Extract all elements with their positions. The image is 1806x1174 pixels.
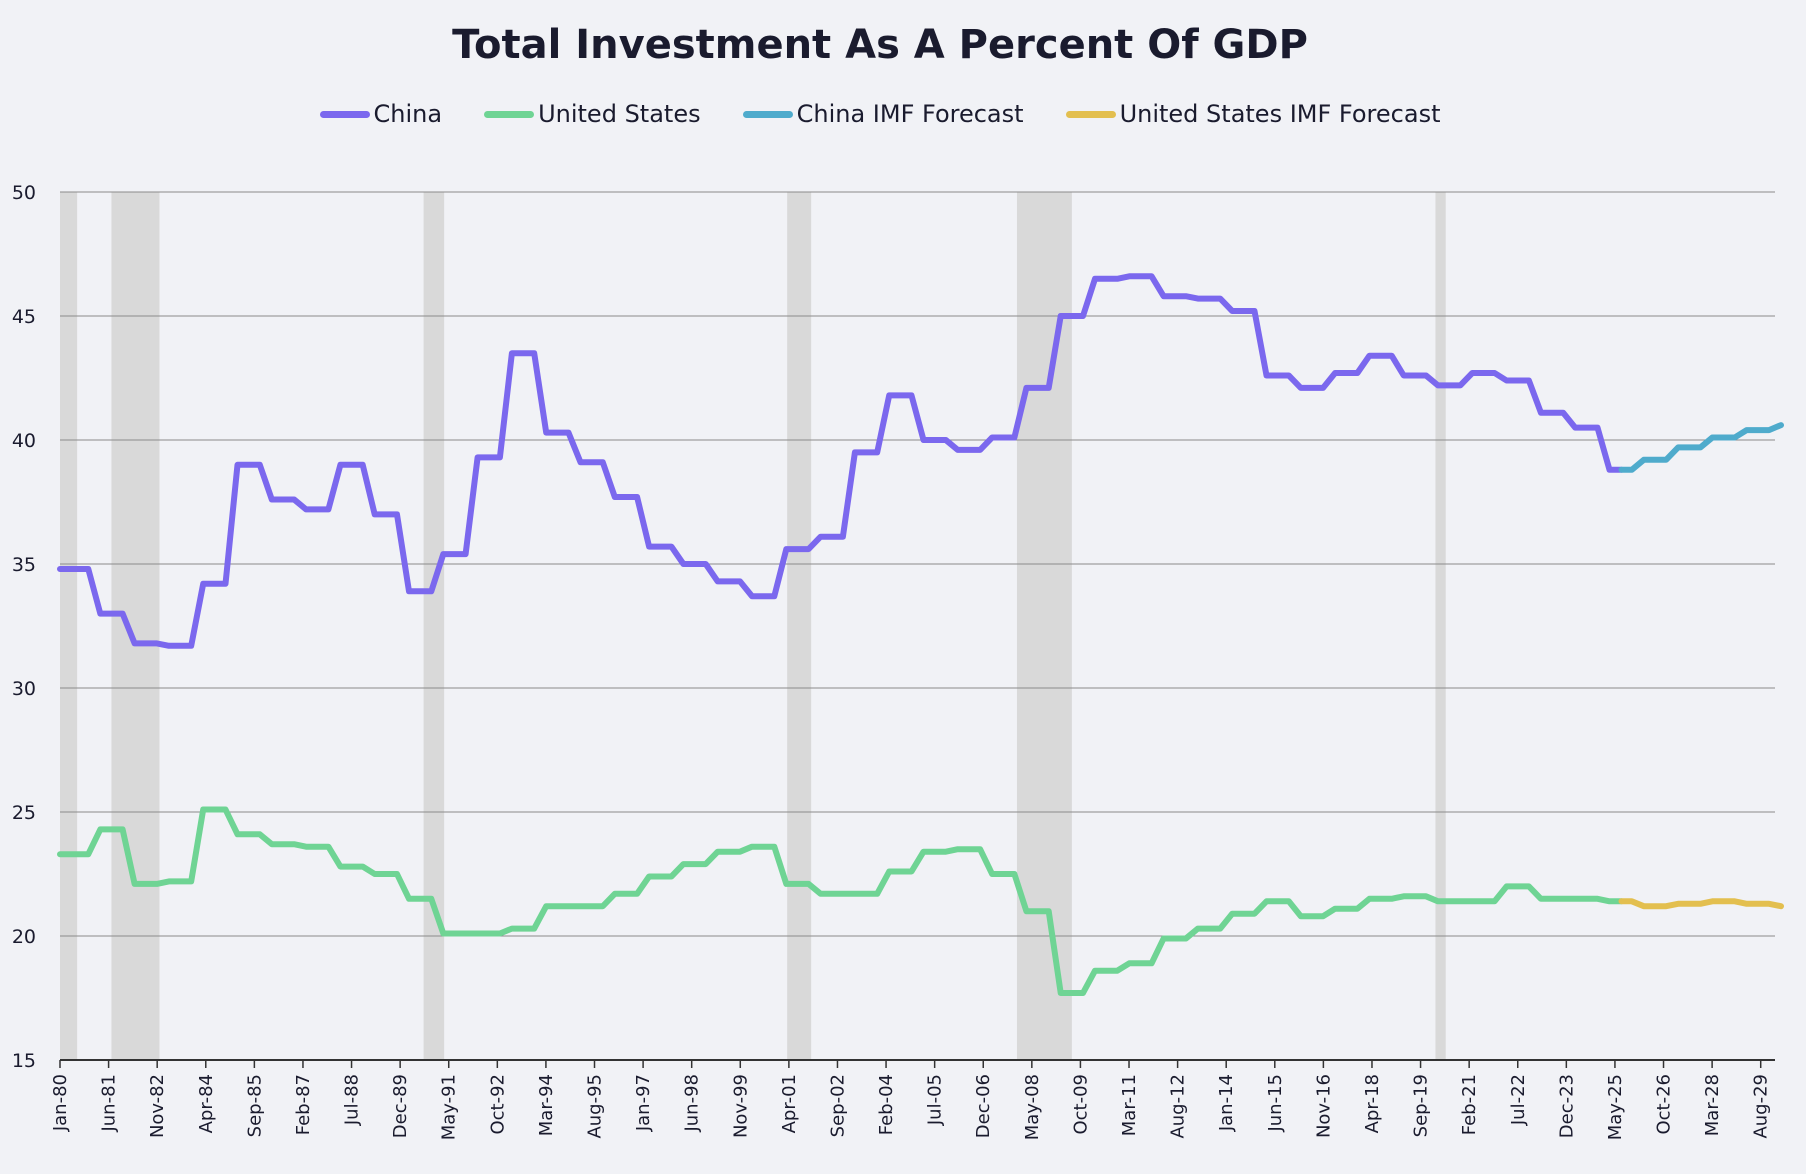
x-tick-label: Jul-22 [1508, 1074, 1529, 1126]
series-line-china-imf-forecast [1618, 422, 1784, 473]
axes: 15 20 25 30 35 40 45 50 Jan-80 Jun-81 Nov-82 Apr-84… [12, 182, 1775, 1140]
x-tick-label: Apr-18 [1362, 1074, 1383, 1133]
y-tick-label: 50 [12, 182, 36, 204]
legend-item-united-states[interactable]: United States [484, 100, 701, 128]
legend-swatch-united-states-imf-forecast [1065, 110, 1116, 118]
legend-label-china-imf-forecast: China IMF Forecast [796, 100, 1024, 128]
y-tick-label: 15 [12, 1050, 36, 1072]
legend-label-china: China [373, 100, 443, 128]
x-tick-label: Sep-02 [828, 1074, 849, 1137]
legend-label-united-states: United States [538, 100, 701, 128]
x-tick-label: Nov-99 [730, 1074, 751, 1138]
x-tick-label: Jul-05 [925, 1074, 946, 1126]
x-tick-label: Jun-98 [682, 1074, 703, 1133]
recession-band-1 [111, 192, 160, 1060]
y-tick-label: 45 [12, 306, 36, 328]
legend-label-united-states-imf-forecast: United States IMF Forecast [1119, 100, 1441, 128]
x-tick-label: Feb-87 [293, 1074, 314, 1135]
legend: China United States China IMF Forecast U… [0, 100, 1760, 128]
x-tick-label: Aug-29 [1751, 1074, 1772, 1139]
recession-band-4 [1016, 192, 1072, 1060]
x-tick-label: Sep-19 [1411, 1074, 1432, 1137]
recession-band-5 [1435, 192, 1446, 1060]
x-tick-label: Sep-85 [244, 1074, 265, 1137]
x-tick-label: Mar-94 [536, 1074, 557, 1136]
y-tick-label: 25 [12, 802, 36, 824]
x-tick-label: Feb-04 [876, 1074, 897, 1135]
series-line-united-states-imf-forecast [1618, 898, 1784, 910]
x-tick-label: Jan-97 [633, 1074, 654, 1132]
y-tick-label: 35 [12, 554, 36, 576]
y-tick-label: 40 [12, 430, 36, 452]
x-tick-label: Apr-84 [196, 1074, 217, 1133]
x-tick-label: Mar-28 [1702, 1074, 1723, 1136]
x-tick-label: Oct-92 [487, 1074, 508, 1135]
x-tick-label: Aug-12 [1168, 1074, 1189, 1139]
legend-item-united-states-imf-forecast[interactable]: United States IMF Forecast [1065, 100, 1441, 128]
x-tick-label: Jan-14 [1216, 1074, 1237, 1132]
x-tick-label: Jul-88 [342, 1074, 363, 1126]
series-line-china [57, 273, 1625, 649]
y-tick-label: 20 [12, 926, 36, 948]
legend-item-china[interactable]: China [319, 100, 443, 128]
x-tick-label: Dec-89 [390, 1074, 411, 1138]
gridlines [60, 191, 1775, 937]
x-tick-label: May-91 [439, 1074, 460, 1140]
chart-title: Total Investment As A Percent Of GDP [452, 22, 1308, 68]
y-tick-label: 30 [12, 678, 36, 700]
legend-item-china-imf-forecast[interactable]: China IMF Forecast [742, 100, 1024, 128]
x-tick-label: Dec-23 [1556, 1074, 1577, 1138]
x-tick-label: Jan-80 [50, 1074, 71, 1132]
x-tick-label: May-25 [1605, 1074, 1626, 1140]
x-tick-label: Apr-01 [779, 1074, 800, 1133]
x-tick-label: Feb-21 [1459, 1074, 1480, 1135]
x-tick-label: Nov-82 [147, 1074, 168, 1138]
x-tick-label: Nov-16 [1313, 1074, 1334, 1138]
x-tick-label: Oct-26 [1654, 1074, 1675, 1135]
series-lines [57, 273, 1784, 996]
series-line-united-states [57, 806, 1625, 996]
x-tick-label: Oct-09 [1070, 1074, 1091, 1135]
legend-swatch-china-imf-forecast [742, 110, 793, 118]
legend-swatch-china [319, 110, 370, 118]
recession-band-2 [423, 192, 445, 1060]
legend-swatch-united-states [484, 110, 535, 118]
recession-bands [60, 192, 1446, 1060]
x-tick-label: Jun-81 [99, 1074, 120, 1133]
x-tick-label: Dec-06 [973, 1074, 994, 1138]
x-tick-label: Aug-95 [585, 1074, 606, 1139]
recession-band-3 [787, 192, 812, 1060]
x-tick-label: Jun-15 [1265, 1074, 1286, 1133]
recession-band-0 [60, 192, 78, 1060]
x-tick-label: May-08 [1022, 1074, 1043, 1140]
x-tick-label: Mar-11 [1119, 1074, 1140, 1136]
